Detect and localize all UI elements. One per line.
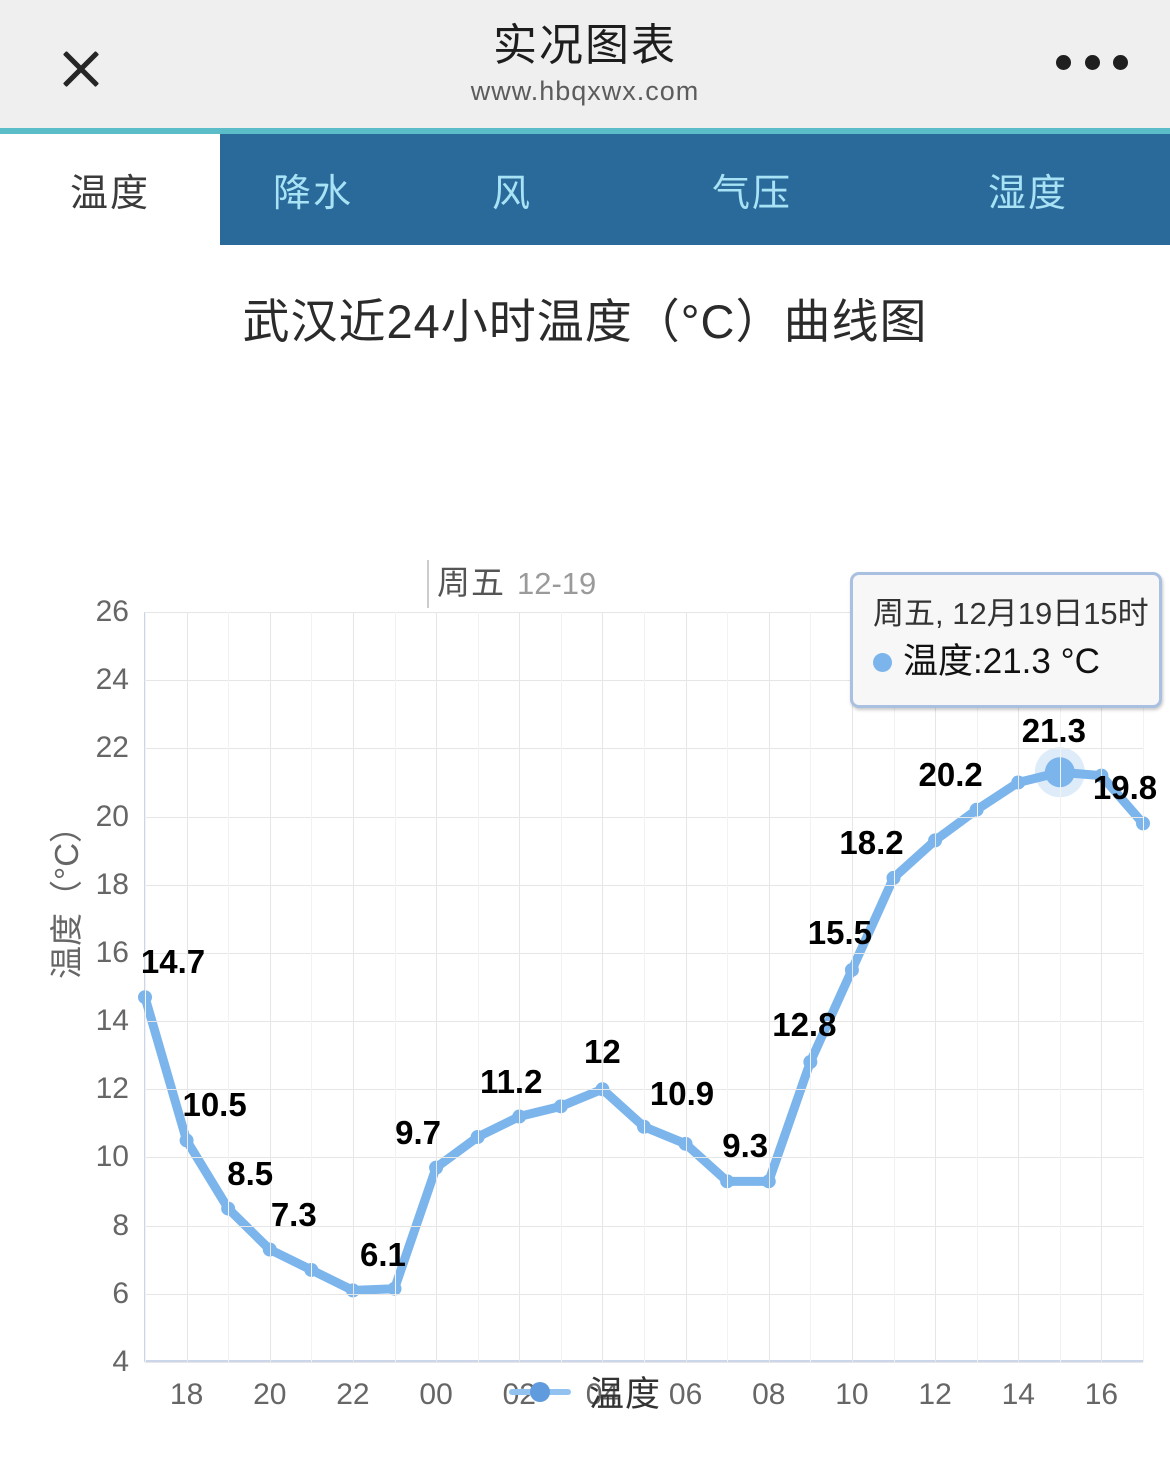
day-band-date: 12-19 — [517, 566, 597, 601]
chart-legend[interactable]: 温度 — [0, 1366, 1170, 1417]
tab-4[interactable]: 湿度 — [886, 134, 1170, 245]
legend-label: 温度 — [588, 1375, 661, 1414]
y-axis-tick-label: 16 — [95, 935, 129, 969]
tab-label: 降水 — [272, 173, 353, 215]
tab-label: 风 — [491, 173, 532, 215]
grid-line-vertical — [935, 612, 937, 1362]
y-axis-tick-label: 8 — [112, 1208, 129, 1242]
grid-line-vertical-minor — [394, 612, 396, 1362]
grid-line-horizontal — [145, 1362, 1143, 1363]
x-axis-tick-label: 06 — [668, 1378, 703, 1411]
grid-line-vertical — [186, 612, 188, 1362]
tab-label: 湿度 — [987, 173, 1068, 215]
page-title: 实况图表 — [493, 21, 677, 70]
y-axis-tick-label: 4 — [112, 1345, 129, 1378]
tooltip-header: 周五, 12月19日15时 — [873, 596, 1149, 631]
tab-label: 温度 — [69, 173, 150, 215]
x-axis-tick-label: 04 — [585, 1378, 620, 1411]
grid-line-vertical-minor — [228, 612, 230, 1362]
grid-line-vertical — [436, 612, 438, 1362]
chart-container: 武汉近24小时温度（°C）曲线图 温度（°C） 周五 12-19 4 6 8 10 12 1… — [0, 245, 1170, 1459]
series-dot-icon — [873, 652, 892, 672]
grid-line-vertical-minor — [727, 612, 729, 1362]
grid-line-vertical — [768, 612, 770, 1362]
grid-line-vertical-minor — [644, 612, 645, 1362]
x-axis-tick-label: 22 — [336, 1378, 370, 1411]
x-axis-tick-label: 16 — [1084, 1378, 1119, 1411]
tab-3[interactable]: 气压 — [618, 134, 886, 245]
tooltip-value-row: 温度:21.3 °C — [873, 637, 1139, 687]
x-axis-tick-label: 08 — [752, 1378, 786, 1411]
plot-area: 周五 12-19 4 6 8 10 12 14 16 18 20 22 24 26 18 20 22 00 02 0… — [96, 560, 1157, 1411]
header-title-block: 实况图表 www.hbqxwx.com — [0, 18, 1170, 108]
grid-line-vertical — [352, 612, 354, 1362]
dot-2 — [1084, 54, 1100, 70]
grid-line-vertical-minor — [1059, 612, 1061, 1362]
x-axis-tick-label: 14 — [1001, 1378, 1035, 1411]
y-axis-tick-label: 12 — [95, 1072, 129, 1106]
x-axis-tick-label: 18 — [169, 1378, 204, 1411]
day-band-weekday: 周五 — [437, 564, 505, 601]
grid-line-vertical-minor — [1143, 612, 1144, 1362]
dot-1 — [1056, 54, 1071, 70]
tab-label: 气压 — [711, 173, 792, 215]
x-axis-tick-label: 10 — [835, 1378, 869, 1411]
day-band-label: 周五 12-19 — [426, 556, 597, 608]
y-axis-tick-label: 10 — [95, 1140, 129, 1174]
x-axis-tick-label: 12 — [918, 1378, 952, 1411]
dot-3 — [1113, 54, 1128, 70]
grid-line-vertical — [602, 612, 604, 1362]
grid-line-vertical — [519, 612, 521, 1362]
grid-line-vertical-minor — [893, 612, 895, 1362]
y-axis-tick-label: 24 — [95, 663, 129, 697]
tab-1[interactable]: 降水 — [220, 134, 406, 245]
more-options-icon[interactable] — [1056, 52, 1128, 72]
tab-0[interactable]: 温度 — [0, 134, 220, 245]
grid-line-vertical — [1101, 612, 1103, 1362]
y-axis-title: 温度（°C） — [48, 809, 85, 979]
y-axis-tick-label: 6 — [112, 1276, 129, 1310]
legend-dot — [529, 1381, 550, 1402]
grid-line-vertical-minor — [145, 612, 146, 1362]
grid-line-vertical — [1018, 612, 1020, 1362]
tab-bar: 温度 降水 风 气压 湿度 — [0, 128, 1170, 245]
x-axis-tick-label: 20 — [253, 1378, 287, 1411]
y-axis-tick-label: 26 — [95, 595, 129, 628]
grid-line-vertical — [685, 612, 687, 1362]
legend-line-marker-icon — [508, 1381, 571, 1402]
x-axis-tick-label: 00 — [419, 1378, 453, 1411]
y-axis-tick-label: 14 — [95, 1004, 129, 1038]
y-axis-tick-label: 20 — [95, 799, 129, 833]
grid-line-vertical-minor — [560, 612, 562, 1362]
y-axis-tick-label: 22 — [95, 731, 129, 765]
y-axis-tick-label: 18 — [95, 867, 129, 901]
chart-tooltip: 周五, 12月19日15时 温度:21.3 °C — [850, 572, 1162, 708]
grid-line-vertical — [851, 612, 853, 1362]
app-header: 实况图表 www.hbqxwx.com — [0, 0, 1170, 128]
chart-title: 武汉近24小时温度（°C）曲线图 — [242, 295, 928, 348]
grid-line-vertical — [269, 612, 271, 1362]
grid-line-vertical-minor — [976, 612, 978, 1362]
grid-line-vertical-minor — [810, 612, 812, 1362]
grid-line-vertical-minor — [477, 612, 479, 1362]
page-subtitle-url: www.hbqxwx.com — [470, 76, 700, 106]
grid-line-vertical-minor — [311, 612, 313, 1362]
tab-2[interactable]: 风 — [406, 134, 618, 245]
tooltip-value: 温度:21.3 °C — [903, 642, 1100, 681]
